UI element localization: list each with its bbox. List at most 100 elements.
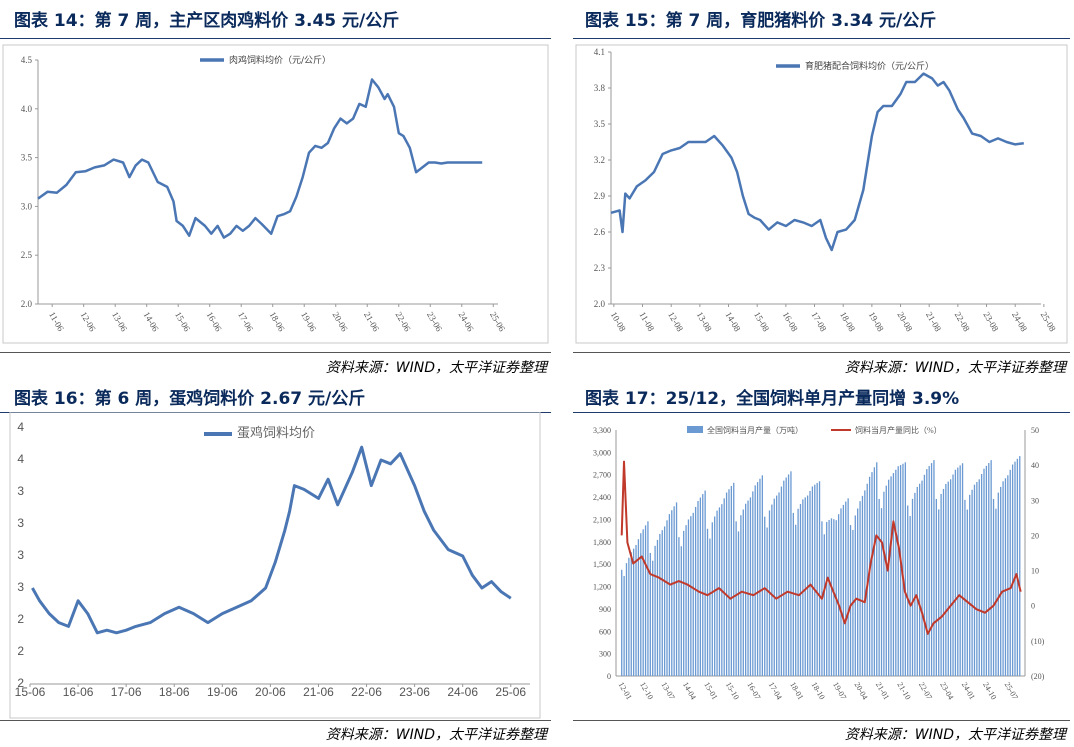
- y-tick-label: 3: [17, 548, 24, 562]
- bar: [952, 474, 954, 676]
- x-tick-label: 12-06: [78, 310, 97, 334]
- x-tick-label: 12-01: [617, 681, 634, 702]
- left-y-tick-label: 1,800: [593, 538, 611, 547]
- x-tick-label: 25-08: [1039, 310, 1058, 334]
- x-tick-label: 16-06: [205, 310, 224, 334]
- left-y-tick-label: 3,000: [593, 448, 611, 457]
- bar: [816, 482, 818, 676]
- left-y-tick-label: 2,400: [593, 493, 611, 502]
- bar: [656, 539, 659, 676]
- bar: [718, 507, 721, 676]
- bar: [918, 483, 921, 676]
- y-tick-label: 3.8: [594, 83, 606, 93]
- y-tick-label: 3: [17, 484, 24, 498]
- bar: [733, 482, 735, 676]
- chart-fig16: 2 2 2 3 3 3 3 4 4 15-06 16-06 17-06 18-06 19-06 20-06 2…: [9, 412, 541, 719]
- bar: [926, 469, 928, 676]
- x-tick-label: 25-07: [1003, 681, 1020, 702]
- x-tick-label: 25-06: [488, 310, 507, 334]
- bar: [833, 519, 835, 676]
- bar: [873, 467, 876, 676]
- bar: [947, 481, 949, 676]
- x-tick-label: 20-06: [255, 685, 286, 699]
- x-tick-label: 17-06: [111, 685, 142, 699]
- right-y-tick-label: (10): [1031, 637, 1045, 646]
- bar: [754, 485, 756, 676]
- y-tick-label: 4.0: [21, 104, 33, 114]
- chart-frame: [9, 412, 541, 719]
- left-y-tick-label: 1,500: [593, 560, 611, 569]
- x-tick-label: 14-08: [723, 310, 742, 334]
- x-tick-label: 21-06: [362, 310, 381, 334]
- bar: [978, 479, 980, 676]
- x-tick-label: 12-10: [638, 681, 655, 702]
- bar: [814, 484, 816, 676]
- x-tick-label: 16-07: [745, 681, 762, 702]
- y-tick-label: 2: [17, 612, 24, 626]
- source-note: 资料来源：WIND，太平洋证券整理: [844, 727, 1066, 743]
- legend-label-bar: 全国饲料当月产量（万吨）: [707, 425, 803, 435]
- bar: [880, 508, 883, 676]
- source-rule: [573, 720, 1070, 721]
- bar: [775, 495, 778, 676]
- bar: [745, 503, 747, 676]
- bar: [628, 557, 630, 676]
- legend-label: 肉鸡饲料均价（元/公斤）: [229, 54, 331, 66]
- bar: [861, 495, 864, 676]
- bar: [818, 481, 821, 676]
- x-tick-label: 22-06: [351, 685, 382, 699]
- bar: [933, 460, 935, 676]
- bar: [680, 546, 682, 676]
- bar: [709, 538, 711, 676]
- bar: [1002, 481, 1004, 676]
- x-tick-label: 24-06: [447, 685, 478, 699]
- bar: [883, 491, 885, 676]
- bar: [806, 495, 809, 676]
- chart-fig14: 2.0 2.5 3.0 3.5 4.0 4.5 11-06 12-06 13-06 14-06 15…: [2, 44, 549, 344]
- bar: [909, 516, 911, 676]
- left-y-tick-label: 3,300: [593, 426, 611, 435]
- bar: [640, 533, 642, 676]
- x-tick-label: 21-06: [303, 685, 334, 699]
- x-tick-label: 22-07: [917, 681, 934, 702]
- bar: [1007, 475, 1009, 676]
- bar: [923, 474, 926, 676]
- bar: [992, 498, 995, 676]
- panel-fig14: 图表 14：第 7 周，主产区肉鸡料价 3.45 元/公斤 2.0 2.5 3.0 3…: [0, 0, 551, 380]
- x-tick-label: 23-04: [938, 681, 955, 702]
- bar: [725, 492, 728, 676]
- right-y-tick-label: 0: [1031, 602, 1035, 611]
- x-tick-label: 21-01: [874, 681, 891, 702]
- x-tick-label: 20-06: [331, 310, 350, 334]
- x-tick-label: 22-08: [953, 310, 972, 334]
- left-y-tick-label: 2,700: [593, 471, 611, 480]
- bar: [849, 525, 852, 676]
- panel-fig16: 图表 16：第 6 周，蛋鸡饲料价 2.67 元/公斤 2 2 2 3 3 3 3 4 4 15-…: [0, 382, 551, 747]
- bar: [997, 492, 999, 676]
- bar: [766, 527, 768, 676]
- bar: [790, 471, 792, 676]
- bar: [847, 498, 849, 676]
- bar: [649, 553, 651, 676]
- y-tick-label: 3.5: [594, 119, 606, 129]
- x-tick-label: 15-08: [752, 310, 771, 334]
- bar: [756, 482, 759, 676]
- y-tick-label: 2: [17, 644, 24, 658]
- y-tick-label: 2.5: [21, 250, 33, 260]
- title-rule: [573, 412, 1070, 413]
- bar: [988, 463, 990, 676]
- x-tick-label: 20-04: [852, 681, 869, 702]
- bar: [659, 533, 661, 676]
- y-tick-label: 4.5: [21, 55, 33, 65]
- bar: [678, 537, 680, 676]
- bar: [716, 510, 718, 676]
- x-tick-label: 18-08: [838, 310, 857, 334]
- right-y-tick-label: 50: [1031, 426, 1039, 435]
- bar: [704, 490, 706, 676]
- bar: [969, 494, 971, 676]
- x-tick-label: 23-06: [425, 310, 444, 334]
- bar: [685, 525, 687, 676]
- bar: [692, 512, 694, 676]
- bar: [661, 530, 663, 676]
- chart-frame: [575, 44, 1068, 344]
